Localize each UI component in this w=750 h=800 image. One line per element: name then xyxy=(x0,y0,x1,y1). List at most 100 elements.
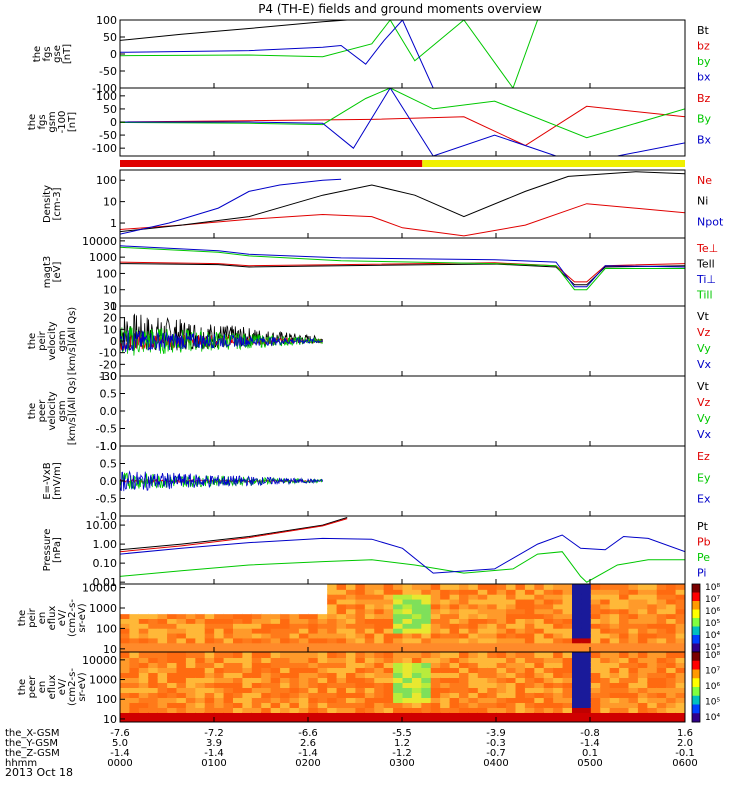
heatmap-cell xyxy=(524,608,536,615)
heatmap-cell xyxy=(308,588,319,595)
heatmap-cell xyxy=(666,598,677,605)
heatmap-cell xyxy=(468,618,479,624)
heatmap-cell xyxy=(675,627,685,634)
heatmap-cell xyxy=(581,588,592,595)
legend-Bx: Bx xyxy=(697,133,712,146)
heatmap-cell xyxy=(138,637,150,644)
heatmap-cell xyxy=(666,632,677,639)
heatmap-cell xyxy=(185,613,197,619)
colorbar-tick-label: 10⁶ xyxy=(705,682,720,692)
heatmap-cell xyxy=(242,618,253,624)
heatmap-cell xyxy=(157,717,169,722)
heatmap-cell xyxy=(543,622,555,629)
heatmap-cell xyxy=(666,662,677,668)
heatmap-cell xyxy=(421,707,432,713)
heatmap-cell xyxy=(251,657,263,663)
heatmap-cell xyxy=(487,717,498,722)
y-tick-label: 30 xyxy=(103,300,117,313)
heatmap-cell xyxy=(355,593,366,600)
heatmap-cell xyxy=(185,632,197,639)
heatmap-cell xyxy=(609,717,621,722)
x-row-value: -0.7 xyxy=(486,748,506,759)
heatmap-cell xyxy=(656,603,668,610)
heatmap-cell xyxy=(214,593,225,600)
heatmap-cell xyxy=(233,692,244,698)
heatmap-cell xyxy=(261,707,272,713)
heatmap-cell xyxy=(148,632,159,639)
heatmap-cell xyxy=(176,598,187,605)
heatmap-cell xyxy=(637,613,649,619)
heatmap-cell xyxy=(534,608,545,615)
heatmap-cell xyxy=(223,667,234,673)
heatmap-cell xyxy=(524,618,536,624)
heatmap-cell xyxy=(609,622,621,629)
heatmap-cell xyxy=(261,697,272,703)
heatmap-cell xyxy=(459,662,470,668)
heatmap-cell xyxy=(346,637,357,644)
plot-title: P4 (TH-E) fields and ground moments over… xyxy=(258,2,542,16)
heatmap-cell xyxy=(120,652,131,658)
heatmap-cell xyxy=(637,702,649,708)
heatmap-cell xyxy=(364,608,376,615)
heatmap-cell xyxy=(619,652,630,658)
legend-Vz: Vz xyxy=(697,326,711,339)
heatmap-cell xyxy=(346,707,357,713)
panel-frame xyxy=(119,515,686,585)
heatmap-cell xyxy=(628,593,639,600)
heatmap-cell xyxy=(204,677,216,683)
heatmap-cell xyxy=(289,642,300,649)
heatmap-cell xyxy=(242,692,253,698)
heatmap-cell xyxy=(261,608,272,615)
heatmap-cell xyxy=(628,598,639,605)
heatmap-cell xyxy=(204,687,216,693)
heatmap-cell xyxy=(157,637,169,644)
heatmap-cell xyxy=(157,603,169,610)
heatmap-cell xyxy=(233,632,244,639)
x-axis-labels: the_X-GSM -7.6 -7.2 -6.6 -5.5 -3.9 -0.8 1.6the_… xyxy=(5,83,698,769)
heatmap-cell xyxy=(506,707,517,713)
panel-data xyxy=(120,245,685,291)
heatmap-cell xyxy=(374,593,385,600)
heatmap-cell xyxy=(308,712,319,718)
heatmap-cell xyxy=(346,593,357,600)
heatmap-cell xyxy=(223,622,234,629)
heatmap-cell xyxy=(609,642,621,649)
heatmap-cell xyxy=(214,647,225,652)
heatmap-cell xyxy=(289,608,300,615)
heatmap-cell xyxy=(214,613,225,619)
heatmap-cell xyxy=(675,584,685,590)
heatmap-cell xyxy=(289,618,300,624)
heatmap-cell xyxy=(374,584,385,590)
heatmap-cell xyxy=(430,677,442,683)
y-axis-label: (cm2-s- xyxy=(67,668,78,706)
heatmap-cell xyxy=(270,608,282,615)
heatmap-cell xyxy=(204,707,216,713)
heatmap-cell xyxy=(515,642,526,649)
heatmap-cell xyxy=(195,672,206,678)
heatmap-cell xyxy=(120,593,131,600)
heatmap-cell xyxy=(204,697,216,703)
heatmap-cell xyxy=(590,584,602,590)
heatmap-cell xyxy=(468,697,479,703)
heatmap-cell xyxy=(459,637,470,644)
heatmap-cell xyxy=(440,692,451,698)
y-axis-label: gsm xyxy=(47,111,58,132)
heatmap-cell xyxy=(129,622,140,629)
heatmap-cell xyxy=(590,603,602,610)
heatmap-cell xyxy=(562,622,573,629)
heatmap-cell xyxy=(468,622,479,629)
heatmap-cell xyxy=(590,682,602,688)
series-bx xyxy=(120,20,434,88)
heatmap-cell xyxy=(581,637,592,644)
heatmap-cell xyxy=(270,707,282,713)
heatmap-cell xyxy=(562,608,573,615)
heatmap-cell xyxy=(251,593,263,600)
heatmap-cell xyxy=(421,692,432,698)
heatmap-cell xyxy=(327,588,338,595)
heatmap-cell xyxy=(242,652,253,658)
heatmap-cell xyxy=(317,584,329,590)
heatmap-cell xyxy=(317,717,329,722)
heatmap-cell xyxy=(477,588,489,595)
heatmap-cell xyxy=(214,632,225,639)
